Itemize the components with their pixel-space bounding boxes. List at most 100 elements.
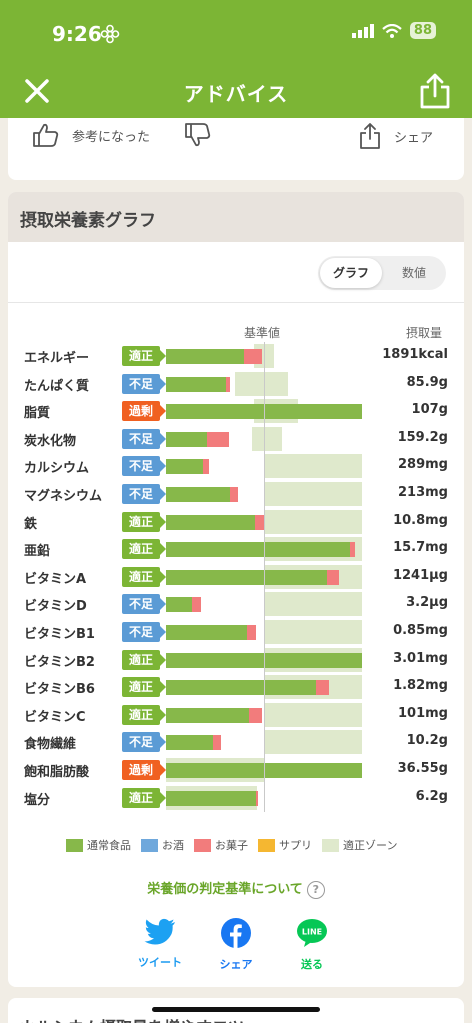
status-badge: 適正	[122, 677, 166, 698]
line-icon: LINE	[297, 919, 327, 947]
nutrient-name: 食物繊維	[24, 737, 77, 753]
legend-item-supplement: サプリ	[258, 837, 312, 853]
intake-value: 159.2g	[397, 429, 448, 445]
nutrient-row: 鉄 適正 10.8mg	[8, 509, 464, 534]
intake-value: 85.9g	[406, 374, 448, 390]
optimal-zone	[264, 592, 362, 617]
nutrient-name: 炭水化物	[24, 433, 77, 449]
nutrient-name: 亜鉛	[24, 544, 51, 560]
intake-value: 0.85mg	[393, 623, 448, 638]
intake-bar	[166, 487, 238, 502]
bar-segment-food	[166, 597, 193, 613]
intake-value: 213mg	[398, 485, 448, 500]
legend-swatch	[258, 838, 275, 852]
status-badge: 適正	[122, 566, 166, 587]
status-badge: 不足	[122, 456, 166, 477]
facebook-label: シェア	[219, 958, 253, 971]
helpful-button[interactable]: 参考になった	[32, 122, 150, 148]
legend-label: 適正ゾーン	[343, 839, 398, 852]
share-icon[interactable]	[418, 72, 452, 110]
optimal-zone	[264, 730, 362, 755]
intake-value: 289mg	[398, 457, 448, 473]
status-badge: 不足	[122, 373, 166, 394]
intake-bar	[166, 735, 221, 751]
intake-value: 107g	[411, 402, 448, 418]
share-label: シェア	[394, 130, 434, 146]
legend-label: お菓子	[215, 839, 248, 852]
line-logo-text: LINE	[302, 928, 322, 937]
bar-segment-food	[166, 625, 248, 640]
intake-bar	[166, 514, 265, 530]
nutrient-name: たんぱく質	[24, 378, 90, 394]
criteria-link[interactable]: 栄養価の判定基準について?	[8, 878, 464, 899]
share-feedback-button[interactable]: シェア	[358, 122, 433, 150]
nutrient-row: 炭水化物 不足 159.2g	[8, 426, 464, 451]
optimal-zone	[264, 620, 362, 644]
intake-header: 摂取量	[406, 326, 443, 340]
bar-segment-snack	[203, 459, 210, 475]
legend-swatch	[141, 838, 158, 852]
chart-legend: 通常食品 お酒 お菓子 サプリ 適正ゾーン	[66, 837, 397, 853]
thumbs-up-icon	[33, 123, 59, 147]
legend-item-snack: お菓子	[194, 837, 248, 853]
nutrient-row: 亜鉛 適正 15.7mg	[8, 537, 464, 562]
bar-segment-food	[166, 790, 257, 806]
bar-segment-food	[166, 431, 208, 447]
app-header: 9:26 88 アドバイス	[0, 0, 472, 118]
nutrition-graph-card: 摂取栄養素グラフ グラフ 数値 基準値 摂取量 エネルギー 適正 1891kcal た…	[8, 192, 464, 987]
legend-swatch	[322, 838, 339, 852]
nutrient-row: 食物繊維 不足 10.2g	[8, 730, 464, 755]
nutrient-row: ビタミンB2 適正 3.01mg	[8, 647, 464, 672]
nutrient-name: ビタミンA	[24, 571, 87, 587]
status-badge: 不足	[122, 594, 166, 615]
nutrient-row: ビタミンC 適正 101mg	[8, 702, 464, 727]
nutrient-row: カルシウム 不足 289mg	[8, 454, 464, 479]
intake-value: 1.82mg	[393, 678, 448, 694]
status-indicators: 88	[351, 22, 436, 39]
legend-swatch	[66, 838, 83, 852]
facebook-button[interactable]: シェア	[196, 918, 276, 972]
flower-icon	[100, 24, 120, 44]
intake-value: 3.2μg	[406, 595, 448, 611]
status-badge: 不足	[122, 484, 166, 504]
intake-bar	[166, 431, 229, 447]
intake-bar	[166, 569, 340, 585]
status-badge: 不足	[122, 732, 166, 753]
nutrient-row: 飽和脂肪酸 過剰 36.55g	[8, 758, 464, 782]
bar-segment-snack	[350, 542, 356, 558]
section-title: 摂取栄養素グラフ	[8, 192, 464, 242]
criteria-link-text[interactable]: 栄養価の判定基準について	[147, 882, 303, 897]
legend-label: 通常食品	[87, 839, 131, 852]
helpful-label: 参考になった	[72, 129, 151, 145]
not-helpful-button[interactable]	[184, 122, 212, 148]
nutrient-row: たんぱく質 不足 85.9g	[8, 371, 464, 396]
close-icon[interactable]	[22, 76, 52, 106]
twitter-label: ツイート	[138, 956, 182, 969]
optimal-zone	[252, 426, 282, 451]
bar-segment-food	[166, 542, 351, 558]
twitter-button[interactable]: ツイート	[120, 918, 200, 970]
line-button[interactable]: LINE 送る	[272, 918, 352, 972]
nutrient-row: マグネシウム 不足 213mg	[8, 482, 464, 506]
nutrient-row: エネルギー 適正 1891kcal	[8, 344, 464, 368]
intake-bar	[166, 790, 259, 806]
share-icon	[360, 123, 380, 149]
home-indicator[interactable]	[152, 1007, 320, 1012]
legend-item-food: 通常食品	[66, 837, 131, 853]
bar-segment-snack	[229, 487, 238, 502]
nutrient-name: 脂質	[24, 406, 51, 422]
legend-item-alcohol: お酒	[141, 837, 184, 853]
help-icon[interactable]: ?	[306, 880, 325, 899]
view-toggle[interactable]: グラフ 数値	[318, 256, 446, 290]
intake-bar	[166, 459, 210, 475]
optimal-zone	[264, 702, 362, 727]
intake-value: 15.7mg	[393, 540, 448, 556]
status-badge: 過剰	[122, 401, 166, 422]
nutrient-name: ビタミンB1	[24, 627, 95, 642]
tab-number[interactable]: 数値	[401, 266, 426, 280]
legend-item-zone: 適正ゾーン	[322, 837, 397, 853]
nutrient-name: エネルギー	[24, 351, 90, 366]
intake-bar	[166, 707, 263, 723]
tab-graph[interactable]: グラフ	[320, 258, 382, 288]
bar-segment-food	[166, 459, 204, 475]
